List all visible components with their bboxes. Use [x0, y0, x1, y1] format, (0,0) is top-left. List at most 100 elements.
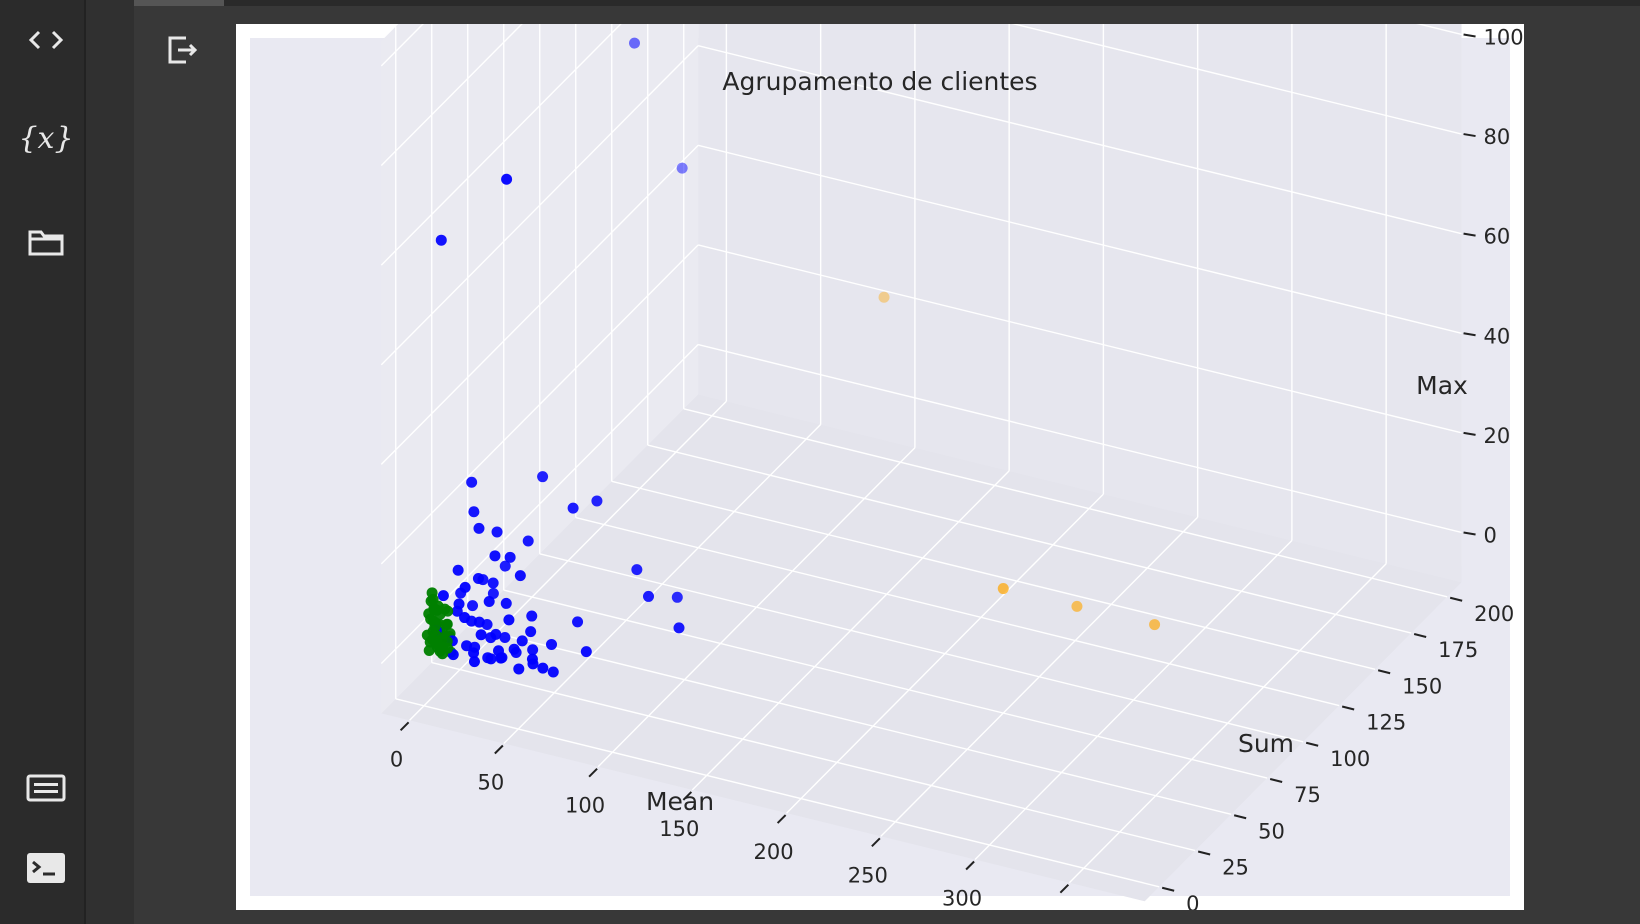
data-point [516, 635, 528, 647]
tick-mark [1233, 814, 1247, 820]
tick-label: 80 [1484, 125, 1511, 149]
tick-mark [871, 837, 881, 848]
data-point [537, 471, 549, 483]
command-palette-icon[interactable] [20, 762, 72, 814]
data-point [526, 653, 538, 665]
back-pane [698, 24, 1462, 583]
data-point [546, 638, 557, 650]
tick-mark [776, 814, 787, 824]
tick-mark [1377, 669, 1391, 675]
data-point [421, 629, 433, 641]
figure-output: 0501001502002503003500255075100125150175… [236, 24, 1524, 910]
data-point [503, 614, 515, 626]
left-sidebar: {x} [0, 0, 86, 924]
tick-mark [1341, 705, 1355, 711]
data-point [495, 652, 507, 664]
grid-line-y-floor [467, 625, 1232, 815]
data-point [490, 628, 502, 640]
data-point [522, 535, 534, 547]
grid-line-y-floor [647, 444, 1412, 634]
data-point [537, 662, 549, 674]
tick-mark [1449, 596, 1463, 602]
data-point [425, 595, 437, 607]
data-point [429, 621, 441, 633]
data-point [508, 643, 520, 655]
tick-mark [682, 791, 693, 801]
data-point [1149, 619, 1161, 631]
tick-label: 150 [659, 817, 699, 841]
tick-mark [1463, 431, 1476, 436]
data-point [473, 616, 485, 628]
grid-line-z-side [380, 144, 699, 465]
tick-label: 60 [1484, 225, 1511, 249]
data-point [468, 656, 480, 668]
cell-tab[interactable] [134, 0, 224, 6]
data-point [500, 597, 512, 609]
data-point [631, 564, 643, 576]
tick-label: 0 [1186, 892, 1199, 910]
tick-mark [1305, 741, 1319, 747]
tick-label: 100 [1484, 25, 1524, 49]
data-point [467, 600, 479, 612]
grid-line-y-floor [539, 553, 1304, 743]
z-axis-label: Max [1416, 371, 1468, 400]
grid-line-z-side [380, 24, 622, 266]
data-point [472, 572, 484, 584]
output-exit-icon[interactable] [160, 28, 204, 72]
tick-label: 200 [1474, 602, 1514, 626]
y-axis-label: Sum [1238, 729, 1294, 758]
data-point [475, 629, 487, 641]
data-point [473, 522, 485, 534]
data-point [629, 37, 640, 49]
code-brackets-icon[interactable] [20, 14, 72, 66]
tick-mark [1197, 850, 1211, 856]
data-point [676, 162, 688, 174]
data-point [452, 564, 464, 576]
grid-line-y-floor [395, 698, 1160, 888]
data-point [437, 590, 449, 602]
data-point [499, 632, 511, 644]
cell-top-strip [134, 0, 1640, 6]
cell-gutter [86, 0, 134, 924]
variables-icon[interactable]: {x} [18, 112, 73, 164]
tick-label: 100 [1330, 747, 1370, 771]
tick-label: 0 [390, 747, 403, 771]
data-point [468, 506, 480, 518]
x-axis-label: Mean [646, 787, 714, 816]
tick-label: 25 [1222, 856, 1249, 880]
grid-line-z-back [697, 45, 1462, 235]
grid-line-y-floor [431, 661, 1196, 852]
tick-mark [1463, 33, 1476, 38]
data-point [491, 526, 503, 538]
data-point [461, 640, 473, 652]
tick-label: 40 [1484, 324, 1511, 348]
tick-mark [1463, 531, 1476, 536]
tick-label: 50 [477, 771, 504, 795]
tick-mark [1269, 778, 1283, 783]
grid-line-z-side [380, 24, 523, 167]
folder-icon[interactable] [20, 216, 72, 268]
data-point [453, 598, 465, 610]
data-point [591, 495, 603, 507]
tick-label: 20 [1484, 424, 1511, 448]
data-point [671, 591, 683, 603]
data-point [580, 646, 592, 658]
data-point [504, 551, 516, 563]
terminal-icon[interactable] [20, 842, 72, 894]
data-point [436, 648, 448, 660]
grid-line-z-back [697, 244, 1462, 434]
tick-label: 0 [1484, 523, 1497, 547]
grid-line-y-floor [575, 516, 1340, 707]
data-point [567, 502, 579, 514]
data-point [997, 583, 1009, 595]
grid-line-z-back [697, 343, 1462, 534]
data-point [423, 608, 435, 620]
tick-mark [1161, 886, 1175, 892]
data-point [572, 616, 584, 628]
tick-mark [1463, 332, 1476, 337]
tick-label: 300 [942, 887, 982, 911]
tick-label: 150 [1402, 674, 1442, 698]
data-point [501, 173, 513, 185]
tick-mark [965, 860, 975, 871]
tick-mark [588, 767, 598, 778]
